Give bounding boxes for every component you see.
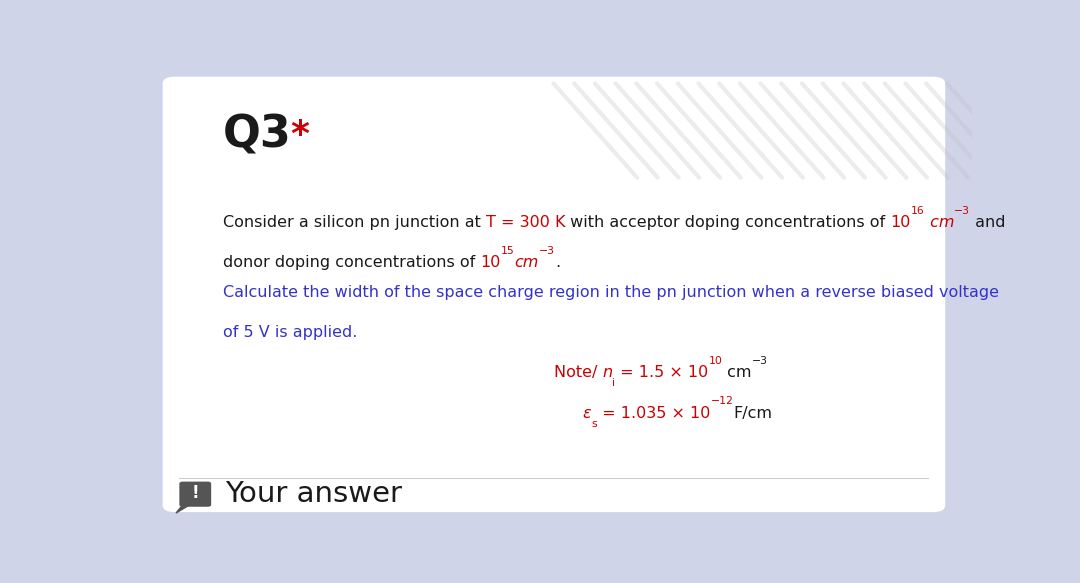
Text: ε: ε [583,406,592,421]
Text: cm: cm [514,255,539,271]
Text: and: and [970,215,1005,230]
Text: Consider a silicon pn junction at: Consider a silicon pn junction at [222,215,486,230]
Text: cm: cm [723,366,752,381]
Text: 15: 15 [501,246,514,256]
Text: 10: 10 [891,215,912,230]
Text: cm: cm [924,215,955,230]
Text: Your answer: Your answer [226,480,403,508]
Text: = 1.5 × 10: = 1.5 × 10 [616,366,708,381]
Text: !: ! [191,484,199,503]
Text: −12: −12 [711,396,733,406]
Text: −3: −3 [539,246,555,256]
Text: T = 300 K: T = 300 K [486,215,566,230]
Text: donor doping concentrations of: donor doping concentrations of [222,255,481,271]
Text: 16: 16 [912,206,924,216]
Text: F/cm: F/cm [733,406,772,421]
Text: with acceptor doping concentrations of: with acceptor doping concentrations of [566,215,891,230]
FancyBboxPatch shape [163,77,945,512]
Text: Note/: Note/ [554,366,602,381]
Text: of 5 V is applied.: of 5 V is applied. [222,325,357,340]
Text: −3: −3 [752,356,768,366]
Text: 10: 10 [708,356,723,366]
Text: n: n [602,366,612,381]
Text: Q3: Q3 [222,114,292,157]
Text: i: i [612,378,616,388]
Text: Calculate the width of the space charge region in the pn junction when a reverse: Calculate the width of the space charge … [222,285,999,300]
Polygon shape [176,503,191,513]
Text: *: * [289,118,309,152]
FancyBboxPatch shape [179,482,212,507]
Text: s: s [592,419,597,429]
Text: .: . [555,255,559,271]
Text: = 1.035 × 10: = 1.035 × 10 [597,406,711,421]
Text: 10: 10 [481,255,501,271]
Text: −3: −3 [955,206,970,216]
